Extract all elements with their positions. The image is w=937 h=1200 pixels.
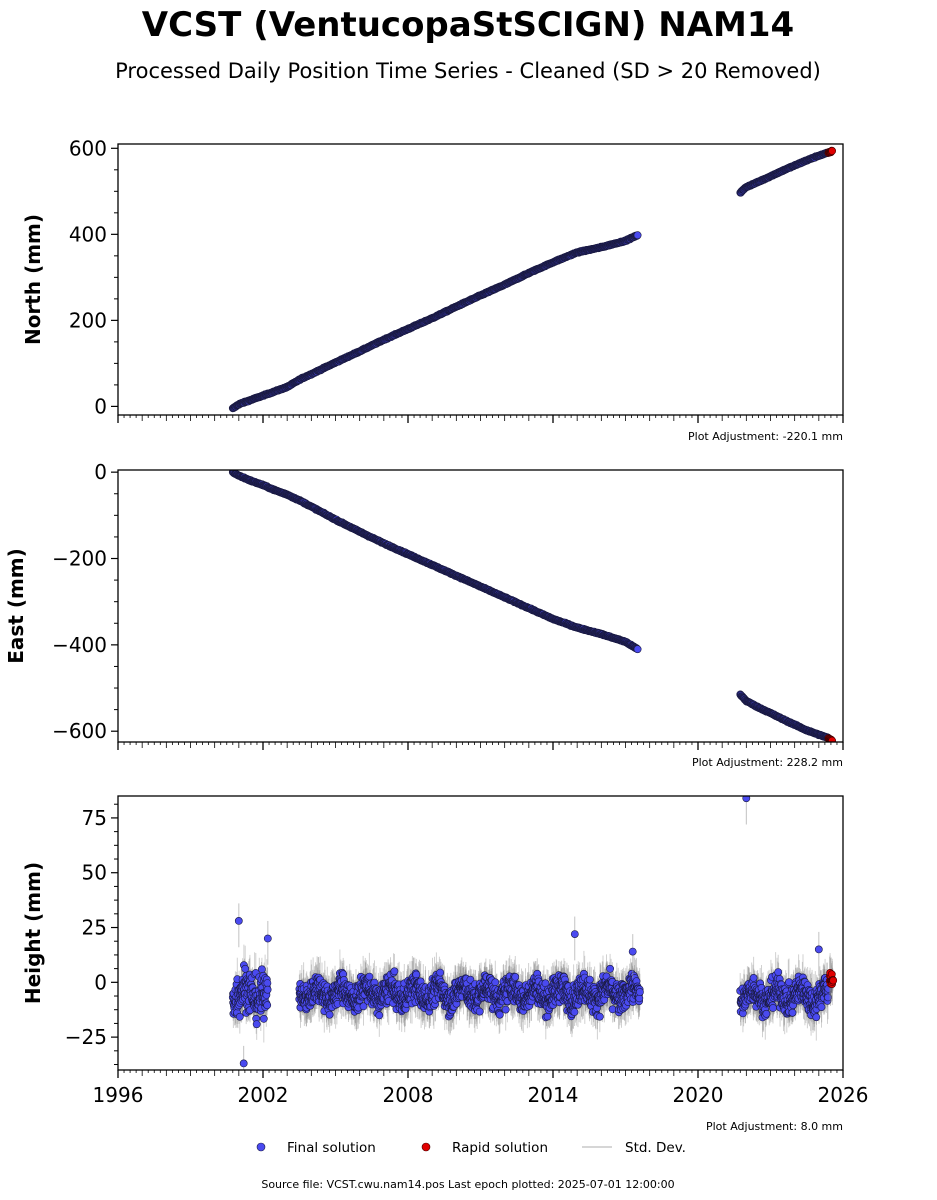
data-point bbox=[325, 1010, 334, 1019]
y-tick-label: 200 bbox=[69, 308, 107, 332]
y-axis: 0 −200 −400 −600 bbox=[52, 460, 118, 743]
data-point bbox=[263, 979, 272, 987]
final-solution-series bbox=[228, 148, 833, 413]
final-solution-series bbox=[228, 796, 833, 1070]
data-point bbox=[263, 985, 272, 994]
plot-frame bbox=[117, 143, 844, 416]
data-point bbox=[633, 645, 642, 654]
y-axis-label: North (mm) bbox=[21, 214, 45, 345]
plot-area bbox=[228, 146, 836, 413]
data-point bbox=[365, 972, 374, 981]
data-point bbox=[259, 1014, 268, 1023]
y-tick-label: 0 bbox=[94, 394, 107, 418]
east-panel: East (mm) 0 −200 −400 −600 Plot Adjustment: 2… bbox=[4, 460, 844, 769]
data-point bbox=[252, 1020, 261, 1029]
chart-title: VCST (VentucopaStSCIGN) NAM14 bbox=[142, 5, 794, 45]
y-tick-label: 0 bbox=[94, 460, 107, 484]
data-point bbox=[359, 1002, 368, 1011]
data-point bbox=[828, 146, 836, 155]
final-solution-series bbox=[228, 470, 833, 742]
y-tick-label: 400 bbox=[69, 222, 107, 246]
data-point bbox=[828, 736, 836, 742]
x-axis bbox=[117, 415, 844, 423]
y-tick-label: −200 bbox=[52, 547, 107, 571]
data-point bbox=[263, 1001, 272, 1010]
plot-adjustment-note: Plot Adjustment: -220.1 mm bbox=[688, 430, 843, 443]
plot-area bbox=[228, 470, 836, 742]
plot-frame bbox=[117, 469, 844, 743]
north-panel: North (mm) 0 200 400 600 Plot Adjustment: -22… bbox=[21, 136, 844, 443]
y-axis-label: East (mm) bbox=[4, 548, 28, 664]
y-tick-label: −600 bbox=[52, 719, 107, 743]
rapid-solution-series bbox=[824, 734, 836, 742]
x-axis bbox=[117, 742, 844, 750]
y-tick-label: −400 bbox=[52, 633, 107, 657]
data-point bbox=[633, 231, 642, 240]
y-axis: 0 200 400 600 bbox=[69, 136, 118, 418]
chart-subtitle: Processed Daily Position Time Series - C… bbox=[115, 59, 821, 83]
plot-adjustment-note: Plot Adjustment: 228.2 mm bbox=[692, 756, 843, 769]
data-point bbox=[235, 1012, 244, 1021]
y-tick-label: 600 bbox=[69, 136, 107, 160]
rapid-solution-series bbox=[824, 146, 836, 157]
y-axis-label: Height (mm) bbox=[21, 862, 45, 1004]
data-point bbox=[257, 965, 266, 974]
plot-area bbox=[228, 796, 838, 1070]
